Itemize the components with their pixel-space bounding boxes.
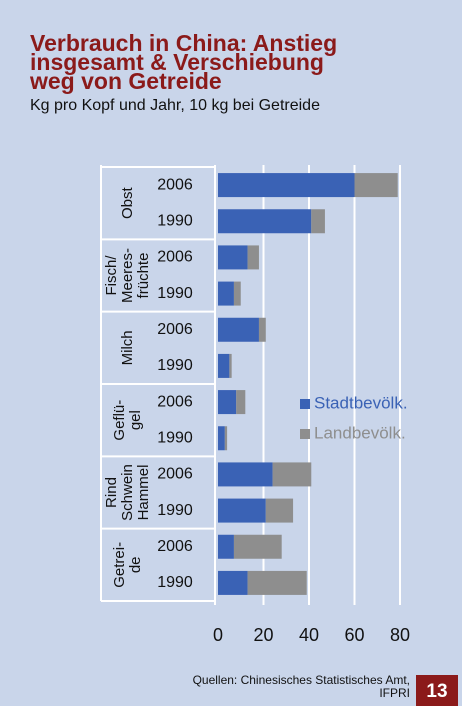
y-tick-label: 1990 bbox=[157, 285, 193, 302]
x-tick-label: 0 bbox=[213, 625, 223, 645]
bar bbox=[218, 426, 225, 451]
group-label: Milch bbox=[119, 330, 136, 365]
group-label: Geflü- bbox=[111, 400, 128, 441]
page-number: 13 bbox=[426, 681, 447, 702]
x-tick-label: 80 bbox=[390, 625, 410, 645]
group-label: Obst bbox=[119, 187, 136, 220]
bar bbox=[229, 353, 232, 378]
bar bbox=[218, 498, 266, 523]
bar bbox=[218, 317, 259, 342]
group-label: früchte bbox=[135, 253, 152, 299]
source: IFPRI bbox=[379, 686, 410, 700]
chart-title: insgesamt & Verschiebung bbox=[30, 49, 324, 75]
source: Quellen: Chinesisches Statistisches Amt, bbox=[193, 673, 410, 687]
page-number-box bbox=[416, 675, 458, 706]
legend-swatch bbox=[300, 399, 310, 409]
bar bbox=[233, 281, 241, 306]
group-label: Fisch/ bbox=[103, 255, 120, 296]
x-tick-label: 20 bbox=[253, 625, 273, 645]
bar bbox=[272, 462, 312, 487]
bar bbox=[218, 173, 355, 198]
bar bbox=[218, 570, 248, 595]
legend-label: Landbevölk. bbox=[314, 423, 406, 442]
y-tick-label: 1990 bbox=[157, 357, 193, 374]
legend-swatch bbox=[300, 429, 310, 439]
y-tick-label: 1990 bbox=[157, 574, 193, 591]
bar bbox=[218, 353, 230, 378]
legend-label: Stadtbevölk. bbox=[314, 393, 408, 412]
bar bbox=[233, 534, 282, 559]
y-tick-label: 1990 bbox=[157, 502, 193, 519]
group-label: Getrei- bbox=[111, 542, 128, 588]
bar bbox=[218, 209, 312, 234]
group-label: gel bbox=[127, 410, 144, 430]
bar bbox=[218, 281, 234, 306]
bar bbox=[224, 426, 228, 451]
bar bbox=[236, 390, 246, 415]
bar bbox=[354, 173, 398, 198]
bar bbox=[247, 570, 307, 595]
bar bbox=[218, 462, 273, 487]
group-label: Meeres- bbox=[119, 248, 136, 303]
subtitle: Kg pro Kopf und Jahr, 10 kg bei Getreide bbox=[30, 97, 320, 114]
y-tick-label: 2006 bbox=[157, 466, 193, 483]
group-label: Hammel bbox=[135, 465, 152, 521]
x-tick-label: 60 bbox=[344, 625, 364, 645]
bar bbox=[311, 209, 325, 234]
group-label: Rind bbox=[103, 477, 120, 508]
group-label: de bbox=[127, 556, 144, 573]
y-tick-label: 1990 bbox=[157, 429, 193, 446]
y-tick-label: 2006 bbox=[157, 393, 193, 410]
bar bbox=[258, 317, 266, 342]
y-tick-label: 2006 bbox=[157, 249, 193, 266]
group-label: Schwein bbox=[119, 464, 136, 521]
x-tick-label: 40 bbox=[299, 625, 319, 645]
y-tick-label: 1990 bbox=[157, 212, 193, 229]
bar bbox=[247, 245, 259, 270]
y-tick-label: 2006 bbox=[157, 321, 193, 338]
bar bbox=[265, 498, 294, 523]
y-tick-label: 2006 bbox=[157, 176, 193, 193]
chart-title: weg von Getreide bbox=[29, 68, 222, 94]
bar bbox=[218, 534, 234, 559]
bar bbox=[218, 245, 248, 270]
bar bbox=[218, 390, 237, 415]
chart-title: Verbrauch in China: Anstieg bbox=[30, 30, 337, 56]
y-tick-label: 2006 bbox=[157, 538, 193, 555]
